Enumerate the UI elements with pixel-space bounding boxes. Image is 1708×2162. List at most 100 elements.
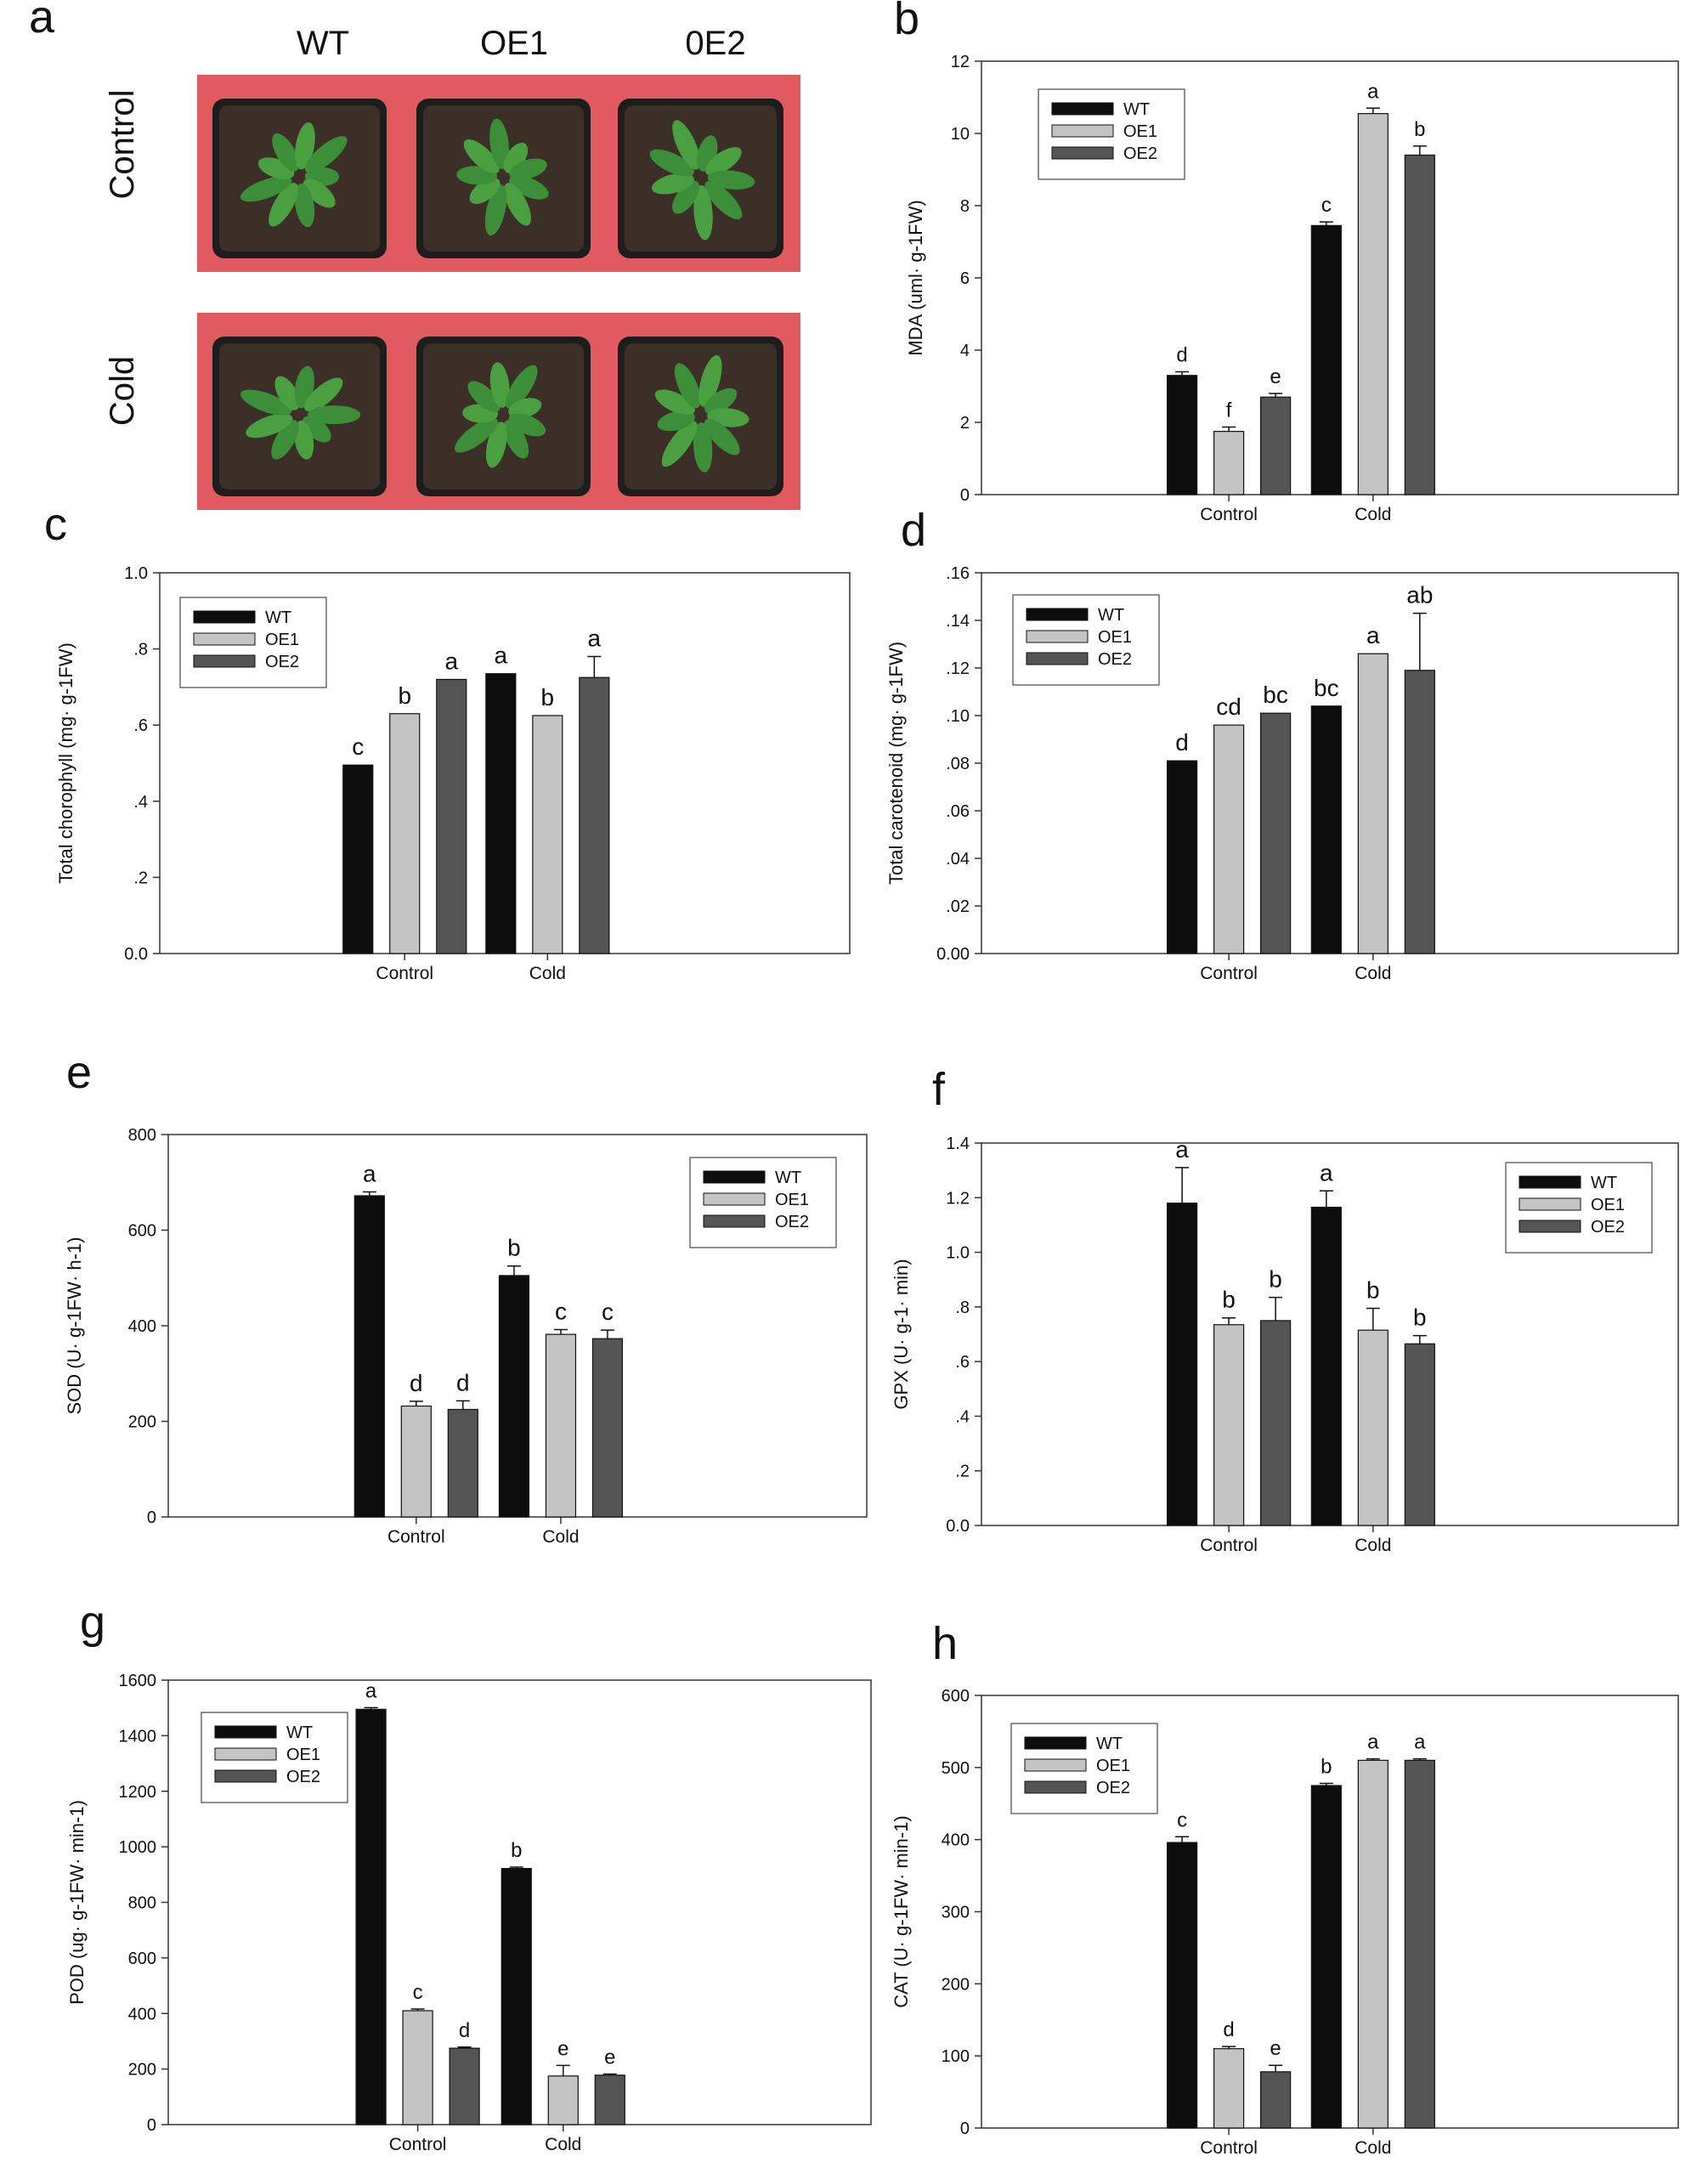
- pot-soil: [423, 343, 584, 490]
- x-category-label: Control: [1200, 505, 1258, 524]
- legend-swatch: [1024, 1780, 1087, 1794]
- bar-oe2-cold: [1404, 1343, 1435, 1526]
- pot-soil: [423, 105, 584, 252]
- legend-label: OE1: [775, 1191, 809, 1209]
- legend-label: WT: [1123, 100, 1150, 119]
- plant-leaf: [657, 410, 695, 432]
- photo-column-label: WT: [297, 25, 349, 62]
- panel-letter: f: [932, 1064, 946, 1115]
- bar-oe2-control: [1259, 712, 1292, 954]
- bar-oe2-control: [436, 678, 467, 954]
- x-category-label: Cold: [542, 1527, 579, 1547]
- significance-letter: a: [1175, 1136, 1189, 1163]
- legend-swatch: [193, 654, 256, 668]
- legend-swatch: [1519, 1220, 1581, 1233]
- y-tick-label: 0: [960, 2120, 970, 2138]
- y-tick-label: .02: [946, 897, 970, 916]
- significance-letter: c: [352, 733, 364, 760]
- significance-letter: f: [1226, 399, 1232, 422]
- significance-letter: e: [1270, 2037, 1281, 2060]
- bar-oe1-control: [1213, 724, 1245, 954]
- legend-label: OE1: [286, 1746, 320, 1764]
- significance-letter: a: [495, 642, 508, 669]
- y-axis-label: CAT (U· g-1FW· min-1): [891, 1815, 912, 2008]
- plant-leaf: [271, 420, 299, 460]
- y-tick-label: .14: [946, 612, 970, 631]
- legend-label: OE2: [1591, 1218, 1625, 1237]
- significance-letter: c: [413, 1981, 423, 2004]
- plant-leaf: [489, 362, 510, 408]
- significance-letter: b: [1366, 1276, 1380, 1303]
- plant-leaf: [509, 175, 549, 200]
- bar-oe2-cold: [591, 1338, 624, 1518]
- panel-letter: b: [894, 0, 919, 44]
- significance-letter: b: [507, 1235, 521, 1261]
- bar-wt-control: [355, 1708, 387, 2125]
- plant-leaf: [246, 413, 293, 439]
- chart-g: g 0 200 400 600 800 1000 1200 1400 1600 POD (ug· g…: [66, 1597, 872, 2154]
- y-tick-label: 1000: [119, 1838, 157, 1857]
- bar-oe1-cold: [1357, 1759, 1388, 2129]
- bar-oe1-control: [1213, 431, 1245, 495]
- chart-c: c 0.0 .2 .4 .6 .8 1.0 Total chorophyll (mg· g-1…: [44, 499, 851, 983]
- bar-oe1-cold: [1357, 113, 1388, 495]
- significance-letter: c: [602, 1299, 614, 1325]
- significance-letter: a: [1320, 1159, 1333, 1186]
- bar-oe1-cold: [1357, 653, 1388, 954]
- legend-label: OE2: [1096, 1779, 1130, 1797]
- significance-letter: a: [365, 1679, 377, 1702]
- y-tick-label: 100: [942, 2047, 970, 2066]
- plant-leaf: [698, 354, 722, 407]
- y-tick-label: .4: [955, 1407, 970, 1426]
- y-axis-label: SOD (U· g-1FW· h-1): [64, 1237, 85, 1415]
- bar-oe1-cold: [545, 1333, 577, 1518]
- x-category-label: Control: [376, 964, 433, 983]
- significance-letter: a: [363, 1161, 376, 1187]
- legend-swatch: [1026, 608, 1089, 621]
- chart-h: h 0 100 200 300 400 500 600 CAT (U· g-1FW· min-1…: [891, 1618, 1679, 2158]
- significance-letter: ab: [1406, 582, 1433, 608]
- legend-label: OE1: [1591, 1196, 1625, 1214]
- legend-label: WT: [286, 1723, 313, 1742]
- legend-swatch: [214, 1725, 277, 1739]
- bar-wt-control: [1166, 1842, 1198, 2129]
- bar-oe1-control: [1213, 2048, 1245, 2129]
- bar-wt-cold: [1310, 1785, 1342, 2129]
- significance-letter: d: [1176, 344, 1187, 367]
- y-axis-label: POD (ug· g-1FW· min-1): [66, 1800, 88, 2005]
- bar-oe2-cold: [579, 676, 610, 954]
- significance-letter: c: [1177, 1808, 1187, 1831]
- significance-letter: b: [1222, 1287, 1236, 1313]
- bar-wt-cold: [501, 1868, 532, 2125]
- y-tick-label: 10: [951, 125, 970, 144]
- x-category-label: Cold: [1355, 964, 1391, 983]
- y-tick-label: 1600: [119, 1672, 157, 1690]
- plant-leaf: [674, 363, 701, 409]
- significance-letter: c: [1321, 194, 1332, 217]
- y-tick-label: .6: [133, 716, 148, 735]
- x-category-label: Control: [387, 1527, 445, 1547]
- legend-label: WT: [775, 1169, 801, 1187]
- legend-swatch: [1024, 1736, 1087, 1750]
- y-tick-label: 400: [128, 1317, 156, 1336]
- y-tick-label: 4: [960, 342, 970, 360]
- x-category-label: Cold: [529, 964, 566, 983]
- y-tick-label: .2: [955, 1463, 970, 1481]
- chart-f: f 0.0 .2 .4 .6 .8 1.0 1.2 1.4 GPX (U· g-1· min) Co…: [891, 1064, 1679, 1555]
- photo-row-label: Cold: [104, 356, 141, 426]
- y-tick-label: 500: [942, 1759, 970, 1778]
- legend-swatch: [703, 1192, 766, 1206]
- bar-oe2-cold: [594, 2074, 625, 2125]
- photo-column-label: OE1: [480, 25, 548, 62]
- bar-oe1-cold: [532, 715, 563, 954]
- plant-leaf: [240, 389, 292, 416]
- bar-oe1-cold: [547, 2075, 579, 2125]
- x-category-label: Control: [1200, 964, 1258, 983]
- y-tick-label: 1400: [119, 1727, 157, 1746]
- legend-swatch: [1024, 1758, 1087, 1772]
- plant-leaf: [304, 136, 348, 173]
- plant-leaf: [302, 416, 331, 443]
- bar-oe2-control: [1259, 1320, 1292, 1526]
- plant-leaf: [649, 149, 694, 177]
- plant-leaf: [304, 377, 343, 412]
